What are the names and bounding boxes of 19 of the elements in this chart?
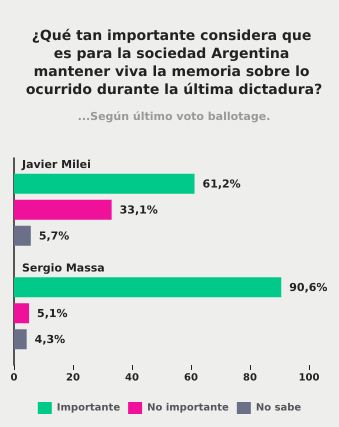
- x-tick-label: 80: [243, 372, 257, 384]
- x-tick-label: 20: [66, 372, 80, 384]
- data-label: 33,1%: [120, 203, 158, 216]
- legend-label: No sabe: [256, 402, 302, 414]
- data-label: 90,6%: [289, 280, 328, 294]
- y-tick-label: Javier Milei: [21, 158, 91, 171]
- x-tick-label: 40: [125, 372, 139, 384]
- data-label: 5,7%: [38, 229, 70, 242]
- x-tick-label: 0: [10, 372, 18, 384]
- chart-title: ¿Qué tan importante considera que es para la sociedad Argentina mantener viva la memoria sobre lo ocurrido durante la última dictadura?: [26, 28, 322, 98]
- legend-label: Importante: [56, 402, 120, 414]
- chart-subtitle: ...Según último voto ballotage.: [78, 110, 270, 123]
- data-label: 61,2%: [202, 177, 241, 190]
- data-label: 4,3%: [34, 332, 66, 346]
- data-label: 5,1%: [37, 306, 68, 320]
- x-tick-label: 60: [184, 372, 198, 384]
- legend-label: No importante: [147, 402, 230, 414]
- x-tick-label: 100: [298, 372, 320, 384]
- y-tick-label: Sergio Massa: [22, 261, 105, 274]
